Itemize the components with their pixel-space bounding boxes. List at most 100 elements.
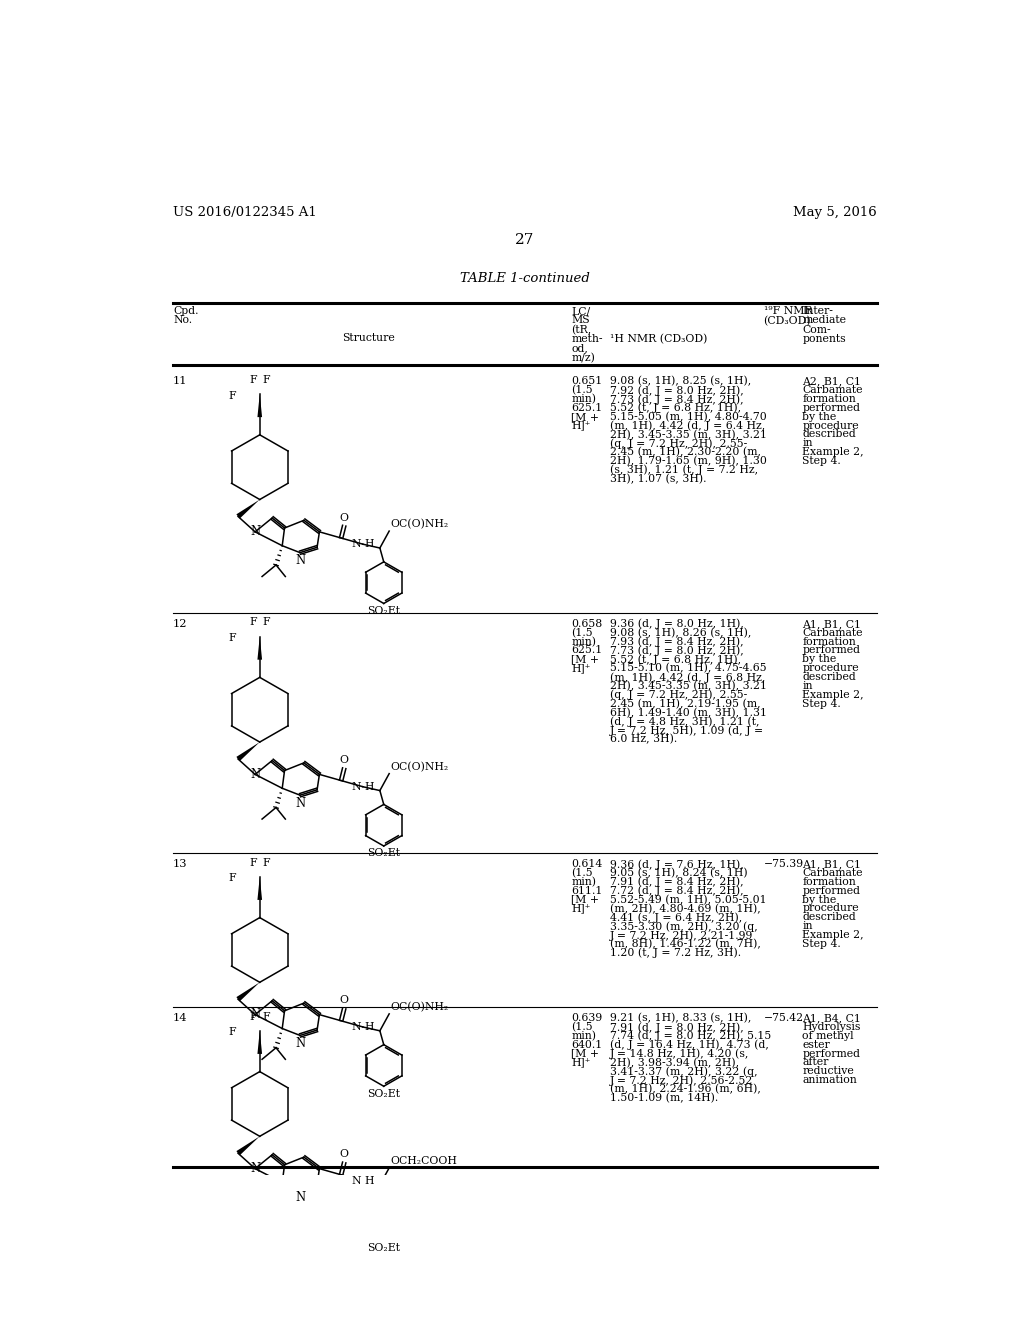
- Text: F: F: [229, 634, 237, 643]
- Text: MS: MS: [571, 315, 590, 326]
- Text: 4.41 (s, J = 6.4 Hz, 2H),: 4.41 (s, J = 6.4 Hz, 2H),: [610, 912, 742, 923]
- Text: by the: by the: [802, 655, 837, 664]
- Text: 0.639: 0.639: [571, 1014, 602, 1023]
- Text: F: F: [250, 858, 257, 867]
- Text: performed: performed: [802, 645, 860, 656]
- Text: 9.08 (s, 1H), 8.26 (s, 1H),: 9.08 (s, 1H), 8.26 (s, 1H),: [610, 628, 752, 638]
- Text: O: O: [340, 1150, 349, 1159]
- Text: N: N: [352, 1176, 361, 1185]
- Text: N: N: [295, 554, 305, 568]
- Text: No.: No.: [173, 315, 193, 326]
- Text: F: F: [262, 1011, 269, 1022]
- Text: SO₂Et: SO₂Et: [368, 849, 400, 858]
- Text: 2H), 3.45-3.35 (m, 3H), 3.21: 2H), 3.45-3.35 (m, 3H), 3.21: [610, 681, 767, 692]
- Text: J = 7.2 Hz, 2H), 2.21-1.99: J = 7.2 Hz, 2H), 2.21-1.99: [610, 929, 754, 941]
- Text: May 5, 2016: May 5, 2016: [793, 206, 877, 219]
- Text: 0.614: 0.614: [571, 859, 602, 869]
- Text: A1, B1, C1: A1, B1, C1: [802, 859, 861, 869]
- Text: 7.72 (d, J = 8.4 Hz, 2H),: 7.72 (d, J = 8.4 Hz, 2H),: [610, 886, 743, 896]
- Text: Carbamate: Carbamate: [802, 869, 863, 878]
- Polygon shape: [237, 982, 260, 1002]
- Text: Step 4.: Step 4.: [802, 939, 841, 949]
- Text: Example 2,: Example 2,: [802, 689, 864, 700]
- Text: 2H), 3.98-3.94 (m, 2H),: 2H), 3.98-3.94 (m, 2H),: [610, 1057, 739, 1068]
- Text: Structure: Structure: [342, 333, 394, 343]
- Text: LC/: LC/: [571, 306, 591, 317]
- Text: procedure: procedure: [802, 421, 859, 430]
- Text: by the: by the: [802, 412, 837, 421]
- Text: procedure: procedure: [802, 903, 859, 913]
- Text: F: F: [229, 874, 237, 883]
- Text: N: N: [250, 768, 260, 781]
- Text: performed: performed: [802, 403, 860, 413]
- Text: F: F: [262, 375, 269, 385]
- Text: of methyl: of methyl: [802, 1031, 854, 1040]
- Text: H]⁺: H]⁺: [571, 903, 591, 913]
- Text: SO₂Et: SO₂Et: [368, 1242, 400, 1253]
- Text: formation: formation: [802, 395, 856, 404]
- Text: (1.5: (1.5: [571, 385, 593, 396]
- Text: Cpd.: Cpd.: [173, 306, 199, 317]
- Text: formation: formation: [802, 636, 856, 647]
- Text: US 2016/0122345 A1: US 2016/0122345 A1: [173, 206, 316, 219]
- Text: min): min): [571, 1031, 596, 1041]
- Text: mediate: mediate: [802, 315, 846, 326]
- Text: 3.35-3.30 (m, 2H), 3.20 (q,: 3.35-3.30 (m, 2H), 3.20 (q,: [610, 921, 758, 932]
- Text: F: F: [262, 618, 269, 627]
- Text: [M +: [M +: [571, 1048, 599, 1059]
- Text: Example 2,: Example 2,: [802, 929, 864, 940]
- Text: 7.93 (d, J = 8.4 Hz, 2H),: 7.93 (d, J = 8.4 Hz, 2H),: [610, 636, 743, 647]
- Text: A1, B1, C1: A1, B1, C1: [802, 619, 861, 628]
- Text: H: H: [365, 539, 374, 549]
- Text: N: N: [295, 1038, 305, 1049]
- Text: (d, J = 16.4 Hz, 1H), 4.73 (d,: (d, J = 16.4 Hz, 1H), 4.73 (d,: [610, 1040, 769, 1051]
- Text: described: described: [802, 912, 856, 923]
- Text: −75.39: −75.39: [764, 859, 804, 869]
- Text: (1.5: (1.5: [571, 1022, 593, 1032]
- Text: 2.45 (m, 1H), 2.30-2.20 (m,: 2.45 (m, 1H), 2.30-2.20 (m,: [610, 447, 761, 458]
- Text: 13: 13: [173, 859, 187, 869]
- Text: procedure: procedure: [802, 663, 859, 673]
- Text: O: O: [340, 755, 349, 766]
- Text: described: described: [802, 429, 856, 440]
- Text: 5.52 (t, J = 6.8 Hz, 1H),: 5.52 (t, J = 6.8 Hz, 1H),: [610, 655, 741, 665]
- Text: N: N: [250, 525, 260, 539]
- Polygon shape: [257, 636, 262, 660]
- Text: (s, 3H), 1.21 (t, J = 7.2 Hz,: (s, 3H), 1.21 (t, J = 7.2 Hz,: [610, 465, 758, 475]
- Text: 9.08 (s, 1H), 8.25 (s, 1H),: 9.08 (s, 1H), 8.25 (s, 1H),: [610, 376, 752, 387]
- Text: 7.91 (d, J = 8.0 Hz, 2H),: 7.91 (d, J = 8.0 Hz, 2H),: [610, 1022, 743, 1032]
- Text: reductive: reductive: [802, 1067, 854, 1076]
- Text: (1.5: (1.5: [571, 869, 593, 878]
- Text: H]⁺: H]⁺: [571, 1057, 591, 1068]
- Text: OC(O)NH₂: OC(O)NH₂: [391, 519, 449, 529]
- Text: ponents: ponents: [802, 334, 846, 345]
- Text: F: F: [250, 1011, 257, 1022]
- Text: (q, J = 7.2 Hz, 2H), 2.55-: (q, J = 7.2 Hz, 2H), 2.55-: [610, 438, 748, 449]
- Text: 3H), 1.07 (s, 3H).: 3H), 1.07 (s, 3H).: [610, 474, 707, 484]
- Text: (tR,: (tR,: [571, 325, 592, 335]
- Text: O: O: [340, 512, 349, 523]
- Text: OC(O)NH₂: OC(O)NH₂: [391, 1002, 449, 1012]
- Text: 14: 14: [173, 1014, 187, 1023]
- Text: (1.5: (1.5: [571, 628, 593, 638]
- Text: 7.91 (d, J = 8.4 Hz, 2H),: 7.91 (d, J = 8.4 Hz, 2H),: [610, 876, 743, 887]
- Text: A1, B4, C1: A1, B4, C1: [802, 1014, 861, 1023]
- Text: formation: formation: [802, 876, 856, 887]
- Text: 9.36 (d, J = 8.0 Hz, 1H),: 9.36 (d, J = 8.0 Hz, 1H),: [610, 619, 743, 630]
- Text: after: after: [802, 1057, 828, 1068]
- Text: H]⁺: H]⁺: [571, 663, 591, 673]
- Text: N: N: [250, 1008, 260, 1022]
- Text: 12: 12: [173, 619, 187, 628]
- Text: H: H: [365, 1022, 374, 1032]
- Text: ¹H NMR (CD₃OD): ¹H NMR (CD₃OD): [610, 334, 708, 345]
- Text: −75.42: −75.42: [764, 1014, 804, 1023]
- Text: 5.15-5.05 (m, 1H), 4.80-4.70: 5.15-5.05 (m, 1H), 4.80-4.70: [610, 412, 767, 422]
- Text: min): min): [571, 636, 596, 647]
- Text: Carbamate: Carbamate: [802, 628, 863, 638]
- Text: N: N: [295, 1191, 305, 1204]
- Text: J = 7.2 Hz, 2H), 2.56-2.52: J = 7.2 Hz, 2H), 2.56-2.52: [610, 1074, 754, 1085]
- Text: (CD₃OD): (CD₃OD): [764, 315, 811, 326]
- Text: 9.05 (s, 1H), 8.24 (s, 1H): 9.05 (s, 1H), 8.24 (s, 1H): [610, 869, 748, 878]
- Text: min): min): [571, 395, 596, 404]
- Text: OCH₂COOH: OCH₂COOH: [391, 1156, 458, 1167]
